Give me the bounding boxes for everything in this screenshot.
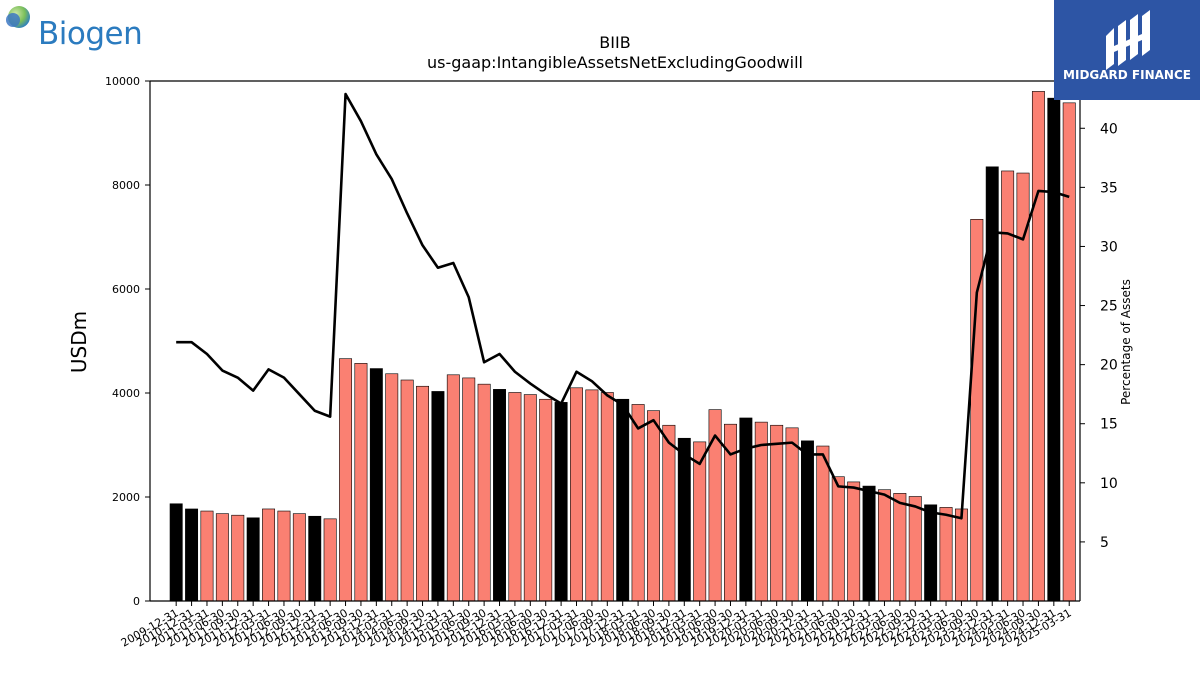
bar	[292, 513, 306, 602]
biogen-wordmark: Biogen	[38, 16, 143, 52]
bar	[585, 389, 599, 602]
bar	[169, 503, 183, 602]
y-axis-label: USDm	[67, 311, 91, 373]
bar	[693, 441, 707, 602]
bar	[908, 496, 922, 602]
bar	[431, 391, 445, 602]
bar	[801, 440, 814, 602]
bar	[231, 514, 245, 602]
chart-subtitle: us-gaap:IntangibleAssetsNetExcludingGood…	[427, 53, 803, 72]
y-tick-label: 8000	[112, 179, 140, 192]
bar	[816, 445, 830, 602]
bar	[954, 508, 968, 602]
y2-axis-label: Percentage of Assets	[1119, 279, 1133, 405]
bar	[847, 481, 861, 602]
bar	[785, 427, 799, 602]
y2-tick-label: 20	[1100, 358, 1118, 374]
bar	[277, 510, 291, 602]
bar	[924, 504, 938, 602]
bar	[739, 417, 753, 602]
y2-tick-label: 10	[1100, 476, 1118, 492]
bar	[1062, 102, 1076, 602]
bar	[647, 410, 660, 602]
y-tick-label: 0	[133, 595, 140, 608]
y2-tick-label: 35	[1100, 180, 1118, 196]
bar	[523, 394, 537, 602]
bar	[354, 363, 368, 602]
bar	[554, 402, 568, 602]
bar	[754, 421, 768, 602]
bar	[493, 389, 506, 602]
bar	[262, 508, 276, 602]
bar	[416, 385, 429, 602]
bar	[308, 515, 322, 602]
midgard-mark-icon	[1106, 10, 1150, 70]
bar	[323, 518, 337, 602]
bar	[446, 374, 460, 602]
bar	[877, 489, 891, 602]
bar	[570, 387, 583, 602]
bar	[385, 373, 399, 602]
y-tick-label: 4000	[112, 387, 140, 400]
bar	[1047, 97, 1061, 602]
bar	[477, 383, 491, 602]
y-tick-label: 6000	[112, 283, 140, 296]
bar	[862, 485, 876, 602]
y2-tick-label: 5	[1100, 535, 1109, 551]
y2-tick-label: 40	[1100, 121, 1118, 137]
bar	[1031, 91, 1045, 602]
y-tick-label: 2000	[112, 491, 140, 504]
bar	[831, 476, 845, 602]
chart-title: BIIB	[599, 33, 630, 52]
bar	[708, 409, 722, 602]
bar	[215, 513, 229, 602]
bar	[508, 392, 522, 602]
bar	[677, 437, 691, 602]
bar	[369, 368, 383, 602]
bar	[770, 424, 784, 602]
y-tick-label: 10000	[105, 75, 140, 88]
y2-tick-label: 25	[1100, 299, 1118, 315]
midgard-finance-logo: MIDGARD FINANCE	[1054, 0, 1200, 100]
bar	[616, 398, 630, 602]
bar	[400, 379, 414, 602]
midgard-wordmark: MIDGARD FINANCE	[1063, 68, 1191, 82]
bar	[662, 424, 676, 602]
biogen-logo: Biogen	[4, 4, 154, 54]
y2-tick-label: 30	[1100, 239, 1118, 255]
bar	[200, 510, 214, 602]
bar	[246, 517, 260, 602]
bar	[600, 392, 614, 602]
bar	[631, 404, 645, 602]
series-line-percentage	[176, 92, 1070, 520]
bar	[339, 358, 353, 602]
bar	[893, 493, 907, 602]
bar	[462, 377, 476, 602]
globe-icon	[6, 6, 30, 28]
bar	[185, 508, 199, 602]
bar	[939, 507, 953, 602]
y2-tick-label: 15	[1100, 417, 1118, 433]
bar	[539, 398, 553, 602]
